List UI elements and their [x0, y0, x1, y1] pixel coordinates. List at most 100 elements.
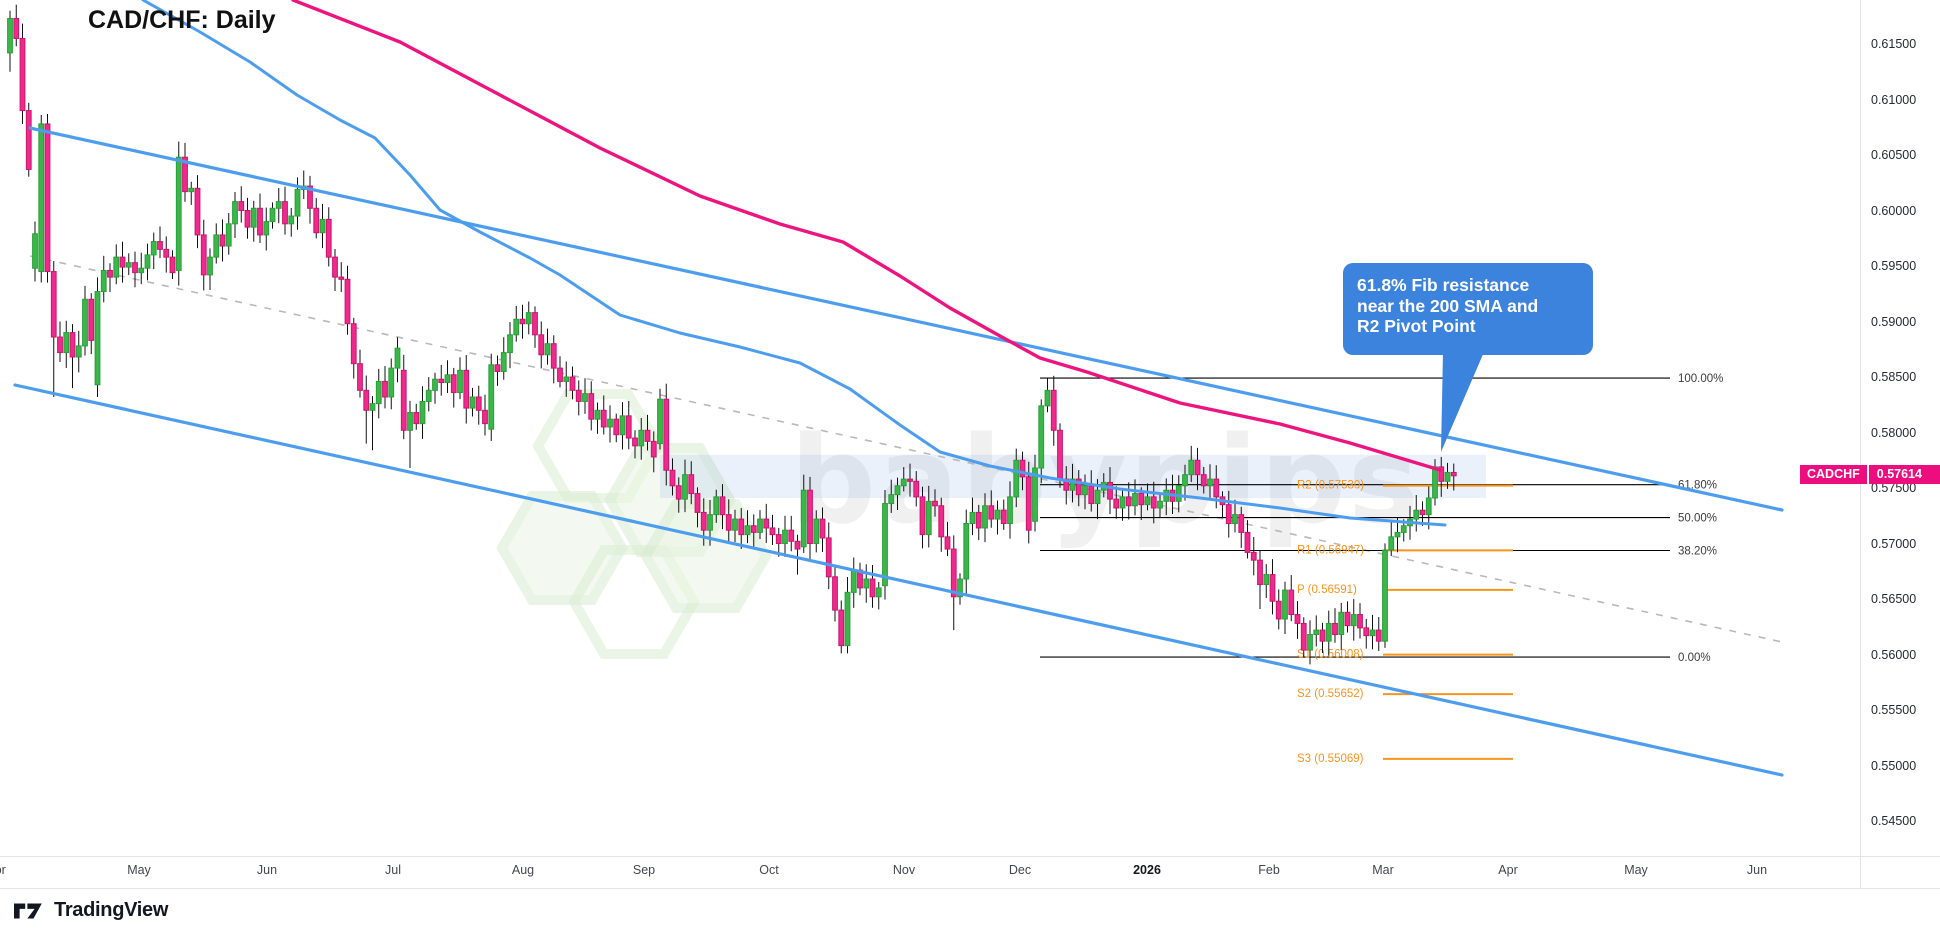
candle-body [138, 267, 145, 274]
candle-body [932, 500, 938, 507]
candle-body [7, 17, 13, 54]
time-axis-label: Sep [632, 863, 656, 877]
candle-body [1200, 474, 1207, 487]
time-axis-label: Apr [1498, 863, 1518, 877]
candle-body [1050, 389, 1057, 431]
candle-body [157, 241, 163, 250]
sma-200-line [291, 0, 1442, 472]
candle-body [207, 256, 213, 276]
candle-body [1000, 509, 1007, 525]
candle-body [1282, 589, 1288, 620]
time-axis-label: Dec [1008, 863, 1032, 877]
candle-body [263, 221, 270, 236]
fib-level-label: 100.00% [1678, 373, 1723, 385]
candle-body [619, 415, 626, 436]
candle-body [1125, 496, 1132, 507]
price-axis-label: 0.59000 [1871, 314, 1917, 329]
candle-body [957, 578, 963, 598]
price-axis-label: 0.61500 [1871, 37, 1917, 51]
candle-body [507, 334, 513, 354]
candle-body [269, 207, 276, 223]
candle-body [1332, 622, 1338, 636]
price-axis-label: 0.60000 [1871, 203, 1917, 218]
candle-body [1263, 574, 1270, 586]
candle-body [782, 529, 788, 544]
annotation-callout[interactable]: 61.8% Fib resistance near the 200 SMA an… [1343, 263, 1593, 355]
candle-body [69, 332, 76, 358]
candle-body [913, 480, 920, 498]
tradingview-logo-icon [14, 903, 42, 918]
candle-body [657, 398, 663, 445]
candle-body [257, 207, 263, 236]
candle-body [907, 478, 913, 482]
price-axis-label: 0.61000 [1871, 92, 1917, 107]
candle-body [638, 429, 645, 447]
pivot-level-label: S3 (0.55069) [1297, 753, 1364, 765]
candle-body [650, 440, 657, 458]
time-axis-label: 2026 [1133, 863, 1161, 877]
candle-body [332, 256, 338, 278]
candle-body [813, 518, 820, 545]
candle-body [900, 478, 907, 487]
candle-body [732, 518, 738, 531]
fib-level-label: 0.00% [1678, 652, 1711, 664]
candle-body [88, 298, 95, 341]
candle-body [538, 334, 545, 356]
candle-body [1132, 493, 1138, 507]
candle-body [319, 218, 326, 234]
candle-body [688, 474, 695, 495]
candle-body [963, 523, 970, 580]
candle-body [450, 374, 457, 394]
candle-body [1257, 559, 1263, 586]
candle-body [550, 343, 557, 369]
candle-body [338, 276, 345, 280]
candle-body [1075, 478, 1082, 496]
candle-body [1294, 614, 1301, 624]
time-axis-label: Oct [759, 863, 779, 877]
candle-body [738, 518, 745, 536]
candle-body [344, 278, 351, 325]
candle-body [663, 398, 670, 471]
tradingview-attribution[interactable]: TradingView [14, 899, 168, 922]
candle-body [44, 123, 51, 273]
candle-body [882, 503, 888, 587]
candle-body [1144, 496, 1151, 506]
candle-body [19, 37, 26, 112]
candle-body [1138, 493, 1145, 506]
candle-body [388, 367, 395, 398]
candle-body [675, 485, 682, 500]
fib-level-label: 38.20% [1678, 545, 1717, 557]
candle-body [919, 496, 926, 536]
candle-body [1113, 498, 1120, 509]
candle-body [819, 518, 826, 539]
candle-body [1300, 622, 1307, 651]
candle-body [594, 409, 601, 420]
symbol-label: CADCHF [1800, 465, 1869, 484]
candle-body [1394, 531, 1401, 538]
candle-body [350, 323, 357, 365]
candle-body [1350, 614, 1357, 627]
candle-body [1032, 467, 1038, 522]
candle-body [725, 514, 732, 531]
trend-channel-upper-line [28, 126, 1784, 512]
candle-body [1007, 496, 1013, 525]
candle-body [1425, 497, 1432, 516]
candle-body [163, 248, 170, 258]
candle-body [225, 223, 232, 247]
price-axis-label: 0.57500 [1871, 481, 1917, 495]
candle-body [1338, 611, 1345, 636]
candle-body [525, 312, 532, 325]
candle-body [763, 518, 770, 529]
time-axis-label: Jul [385, 863, 401, 877]
candle-body [625, 415, 632, 439]
candle-body [719, 496, 726, 516]
candle-body [869, 578, 876, 598]
candle-body [1107, 481, 1113, 500]
candle-body [150, 241, 157, 256]
candle-body [1288, 589, 1295, 616]
time-axis-label: Mar [1372, 863, 1394, 877]
candle-body [1188, 459, 1195, 476]
candle-body [188, 187, 195, 193]
